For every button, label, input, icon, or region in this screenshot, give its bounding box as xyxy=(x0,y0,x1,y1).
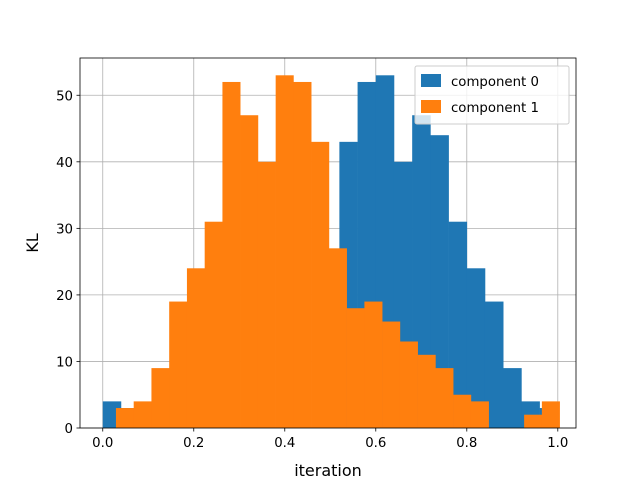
bar-series-0-bin-11 xyxy=(466,268,486,428)
x-tick-label: 0.0 xyxy=(92,436,113,451)
legend: component 0 component 1 xyxy=(414,65,570,125)
bar-series-1-bin-7 xyxy=(240,115,259,428)
bar-series-1-bin-11 xyxy=(311,141,330,428)
bar-series-1-bin-8 xyxy=(257,161,276,428)
bar-series-0-bin-9 xyxy=(430,135,449,428)
bar-series-1-bin-6 xyxy=(222,81,241,429)
y-tick-label: 10 xyxy=(56,355,73,370)
legend-box xyxy=(414,65,570,125)
legend-label-1: component 1 xyxy=(451,101,539,116)
bar-series-0-bin-12 xyxy=(484,301,504,428)
y-tick-label: 20 xyxy=(56,289,73,304)
x-tick-label: 1.0 xyxy=(547,436,568,451)
bar-series-1-bin-20 xyxy=(470,401,489,428)
axes-frame xyxy=(79,57,577,429)
bar-series-1-bin-23 xyxy=(524,414,543,428)
bar-series-1-bin-9 xyxy=(275,75,294,429)
bar-series-1-bin-2 xyxy=(151,368,170,428)
bar-series-1-bin-17 xyxy=(417,354,436,428)
legend-swatch-0 xyxy=(421,74,441,87)
y-tick-label: 50 xyxy=(56,89,73,104)
bar-series-1-bin-14 xyxy=(364,301,383,428)
bar-series-1-bin-19 xyxy=(453,394,472,428)
bar-series-1-bin-24 xyxy=(541,401,560,428)
x-tick-label: 0.8 xyxy=(456,436,477,451)
bar-series-1-bin-0 xyxy=(115,408,134,428)
legend-swatch-1 xyxy=(421,100,441,113)
bar-series-1-bin-16 xyxy=(399,341,418,428)
legend-label-0: component 0 xyxy=(451,75,539,90)
y-tick-label: 40 xyxy=(56,156,73,171)
bar-series-1-bin-3 xyxy=(169,301,188,428)
bar-series-1-bin-15 xyxy=(382,321,401,428)
x-tick-label: 0.6 xyxy=(365,436,386,451)
bar-series-1-bin-12 xyxy=(328,248,347,428)
bar-series-1-bin-10 xyxy=(293,81,312,429)
bar-series-1-bin-5 xyxy=(204,221,223,428)
ticks: 0.0 0.2 0.4 0.6 0.8 1.0 0 10 20 30 40 50 xyxy=(56,89,568,451)
bar-series-1-bin-4 xyxy=(186,268,205,428)
bar-series-1-bin-13 xyxy=(346,308,365,428)
bars xyxy=(102,75,560,429)
y-axis-label: KL xyxy=(23,233,42,252)
x-tick-label: 0.2 xyxy=(183,436,204,451)
bar-series-1-bin-1 xyxy=(133,401,152,428)
bar-series-1-bin-18 xyxy=(435,368,454,428)
x-axis-label: iteration xyxy=(294,461,362,480)
x-tick-label: 0.4 xyxy=(274,436,295,451)
y-tick-label: 30 xyxy=(56,222,73,237)
bar-series-0-bin-13 xyxy=(503,368,522,428)
y-tick-label: 0 xyxy=(65,422,73,437)
